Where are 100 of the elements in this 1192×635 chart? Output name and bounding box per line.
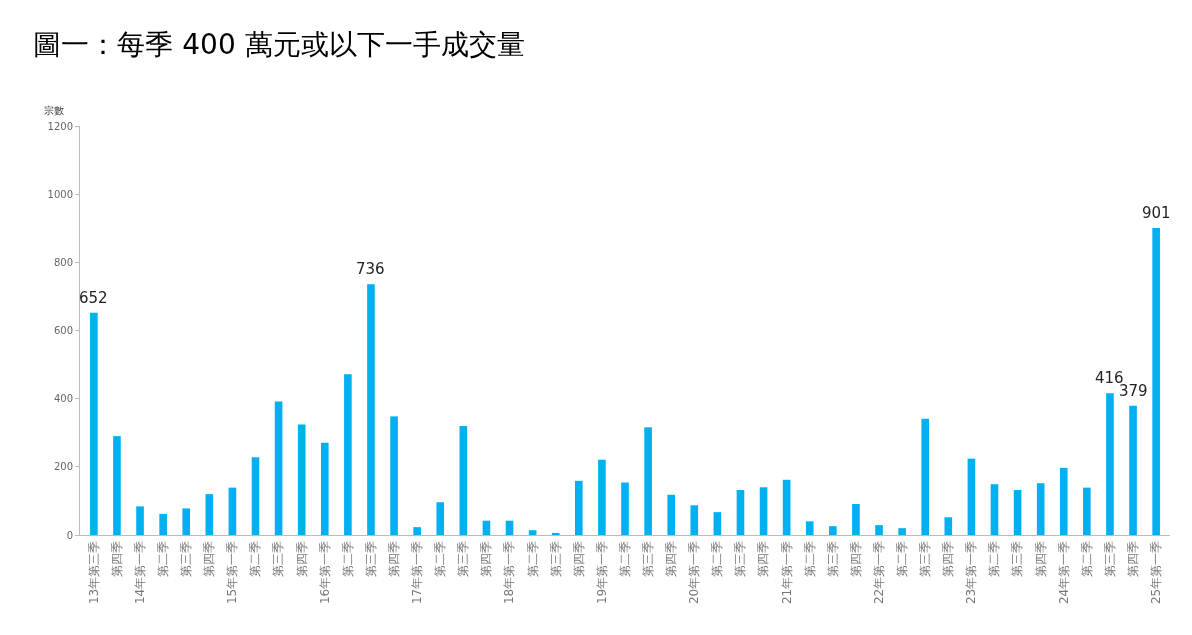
bar: [829, 526, 837, 535]
y-tick-label: 1200: [47, 120, 73, 132]
x-tick-label: 第四季: [941, 540, 956, 577]
x-tick-label: 20年第一季: [687, 540, 702, 605]
x-tick-label: 第三季: [640, 540, 655, 577]
x-tick-label: 23年第一季: [964, 540, 979, 605]
bar: [713, 512, 722, 535]
bar: [875, 525, 883, 535]
x-tick-label: 14年第一季: [132, 540, 147, 605]
x-tick-label: 第四季: [386, 540, 401, 577]
bar: [990, 484, 999, 535]
bar: [575, 480, 583, 535]
x-tick-label: 第四季: [202, 540, 217, 577]
x-tick-label: 第三季: [179, 540, 194, 577]
bar: [852, 503, 860, 535]
x-tick-label: 第四季: [1125, 540, 1140, 577]
x-tick-label: 第三季: [456, 540, 471, 577]
x-tick-label: 第二季: [433, 540, 448, 577]
bar: [667, 494, 675, 535]
bar: [1152, 227, 1160, 535]
bar: [390, 416, 398, 535]
bar: [1083, 487, 1091, 535]
bar: [1059, 467, 1068, 535]
bar: [598, 459, 606, 535]
bar: [1106, 393, 1114, 535]
x-tick-label: 第二季: [248, 540, 263, 577]
x-tick-label: 第二季: [710, 540, 725, 577]
bar: [297, 424, 306, 535]
bar: [921, 418, 930, 535]
x-tick-label: 第四季: [848, 540, 863, 577]
data-label: 901: [1142, 204, 1171, 222]
bar: [228, 487, 237, 535]
x-tick-label: 第三季: [548, 540, 563, 577]
x-tick-label: 第四季: [1033, 540, 1048, 577]
x-tick-label: 13年第三季: [86, 540, 101, 605]
data-label: 736: [356, 260, 385, 278]
x-tick-label: 第四季: [664, 540, 679, 577]
bar: [528, 530, 537, 535]
x-tick-label: 第三季: [1102, 540, 1117, 577]
x-tick-label: 第二季: [340, 540, 355, 577]
bar: [505, 520, 514, 535]
y-tick-label: 400: [53, 393, 73, 405]
x-tick-label: 第四季: [479, 540, 494, 577]
bar: [551, 532, 560, 535]
bar: [690, 505, 699, 535]
bar: [113, 436, 121, 535]
x-tick-label: 19年第一季: [594, 540, 609, 605]
x-tick-label: 22年第一季: [871, 540, 886, 605]
x-tick-label: 第二季: [987, 540, 1002, 577]
bar: [944, 517, 953, 535]
y-tick-label: 800: [53, 256, 73, 268]
bar: [644, 427, 652, 535]
bar: [90, 312, 98, 535]
bar: [782, 479, 791, 535]
bar: [274, 401, 283, 535]
x-tick-label: 第四季: [294, 540, 309, 577]
x-tick-label: 第三季: [271, 540, 286, 577]
bar: [1129, 405, 1137, 535]
y-tick-label: 600: [53, 325, 73, 336]
bar: [759, 487, 768, 535]
x-tick-label: 25年第一季: [1149, 540, 1164, 605]
x-tick-label: 21年第一季: [779, 540, 794, 605]
x-tick-label: 第二季: [617, 540, 632, 577]
x-tick-label: 第二季: [156, 540, 171, 577]
bar: [413, 527, 421, 535]
data-label: 652: [79, 289, 108, 307]
bar: [805, 521, 814, 535]
x-tick-label: 第三季: [363, 540, 378, 577]
x-tick-label: 第四季: [571, 540, 586, 577]
bar: [367, 284, 375, 535]
bar: [482, 520, 491, 535]
x-tick-label: 18年第一季: [502, 540, 517, 605]
bar: [320, 442, 329, 535]
y-axis-title: 宗數: [44, 105, 64, 116]
bar: [898, 528, 906, 535]
x-tick-label: 第四季: [756, 540, 771, 577]
bar: [1036, 483, 1045, 535]
y-tick-label: 0: [66, 529, 73, 541]
x-tick-label: 第四季: [109, 540, 124, 577]
bar: [344, 374, 352, 535]
bar: [736, 490, 745, 535]
x-tick-label: 第三季: [825, 540, 840, 577]
bar: [459, 425, 468, 535]
x-tick-label: 第二季: [895, 540, 910, 577]
x-tick-label: 16年第一季: [317, 540, 332, 605]
bar: [436, 502, 445, 535]
chart-title: 圖一：每季 400 萬元或以下一手成交量: [33, 28, 525, 62]
x-tick-label: 第二季: [525, 540, 540, 577]
x-tick-label: 第三季: [1010, 540, 1025, 577]
y-tick-label: 200: [53, 461, 73, 473]
bar: [967, 458, 976, 535]
x-tick-label: 24年第一季: [1056, 540, 1071, 605]
bar: [182, 508, 191, 535]
bar: [205, 494, 214, 535]
x-tick-label: 17年第一季: [410, 540, 425, 605]
bar: [251, 457, 260, 535]
y-tick-label: 1000: [47, 188, 73, 200]
x-tick-label: 第二季: [1079, 540, 1094, 577]
bar: [159, 513, 167, 535]
bar: [136, 506, 144, 535]
